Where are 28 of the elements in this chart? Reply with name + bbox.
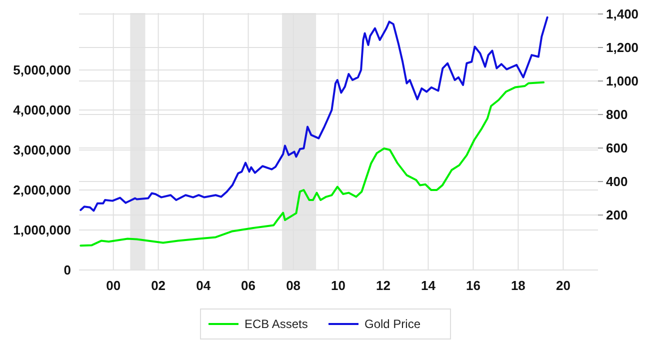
x-tick-label: 18 bbox=[510, 278, 526, 293]
legend-label: ECB Assets bbox=[244, 317, 308, 332]
y-tick-label: 3,000,000 bbox=[13, 142, 71, 158]
line-series bbox=[80, 16, 548, 212]
y-tick-label: 0 bbox=[64, 262, 71, 278]
x-tick-label: 20 bbox=[556, 278, 570, 293]
y-tick-label: 1,000,000 bbox=[13, 222, 71, 238]
y2-tick-label: 600 bbox=[606, 140, 628, 156]
x-tick-label: 16 bbox=[466, 278, 480, 293]
y2-tick-label: 1,400 bbox=[606, 6, 639, 22]
x-tick-label: 00 bbox=[106, 278, 121, 293]
y-tick-label: 2,000,000 bbox=[13, 182, 71, 198]
x-tick-label: 14 bbox=[420, 278, 436, 293]
y-tick-label: 4,000,000 bbox=[13, 102, 71, 118]
y2-tick-label: 1,200 bbox=[606, 40, 639, 56]
y2-tick-label: 400 bbox=[606, 174, 628, 190]
x-tick-label: 12 bbox=[376, 278, 391, 293]
x-tick-label: 08 bbox=[286, 278, 301, 293]
legend-label: Gold Price bbox=[364, 317, 421, 332]
x-tick-label: 04 bbox=[196, 278, 212, 293]
y-tick-label: 5,000,000 bbox=[13, 62, 71, 78]
y2-tick-label: 1,000 bbox=[606, 74, 639, 89]
x-tick-label: 10 bbox=[331, 278, 346, 293]
y2-tick-label: 800 bbox=[606, 107, 628, 122]
line-series bbox=[80, 81, 545, 247]
y2-tick-label: 200 bbox=[606, 208, 628, 223]
x-tick-label: 06 bbox=[241, 278, 256, 293]
x-tick-label: 02 bbox=[151, 278, 166, 293]
